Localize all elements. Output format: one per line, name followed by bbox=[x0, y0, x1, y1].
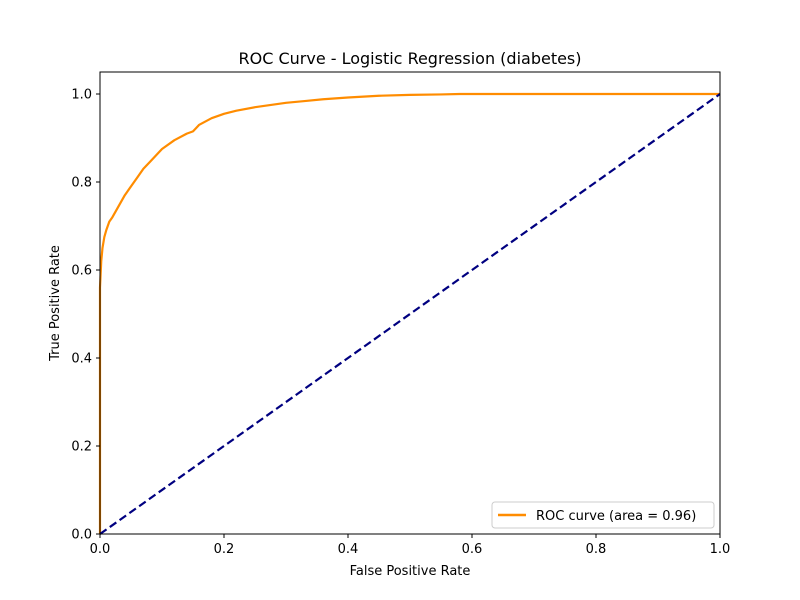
y-tick-label: 0.2 bbox=[71, 440, 92, 455]
x-tick-label: 0.2 bbox=[214, 542, 235, 557]
plot-series bbox=[98, 92, 721, 535]
y-tick-label: 0.6 bbox=[71, 264, 92, 279]
x-tick-label: 0.8 bbox=[586, 542, 607, 557]
legend: ROC curve (area = 0.96) bbox=[491, 501, 715, 529]
x-tick-label: 1.0 bbox=[710, 542, 731, 557]
x-tick-label: 0.4 bbox=[338, 542, 359, 557]
y-axis: 0.0 0.2 0.4 0.6 0.8 1.0 bbox=[71, 88, 100, 543]
y-tick-label: 1.0 bbox=[71, 88, 92, 103]
legend-label-roc: ROC curve (area = 0.96) bbox=[536, 509, 696, 524]
x-tick-label: 0.6 bbox=[462, 542, 483, 557]
y-tick-label: 0.8 bbox=[71, 176, 92, 191]
y-tick-label: 0.0 bbox=[71, 528, 92, 543]
plot-frame bbox=[99, 71, 721, 535]
chance-diagonal-line bbox=[99, 93, 721, 535]
x-axis-label: False Positive Rate bbox=[350, 564, 471, 579]
chart-title: ROC Curve - Logistic Regression (diabete… bbox=[238, 49, 581, 68]
y-tick-label: 0.4 bbox=[71, 352, 92, 367]
x-tick-label: 0.0 bbox=[90, 542, 111, 557]
roc-curve-line bbox=[98, 92, 720, 534]
x-axis: 0.0 0.2 0.4 0.6 0.8 1.0 bbox=[90, 534, 731, 557]
y-axis-label: True Positive Rate bbox=[48, 245, 63, 362]
legend-box bbox=[491, 501, 715, 529]
